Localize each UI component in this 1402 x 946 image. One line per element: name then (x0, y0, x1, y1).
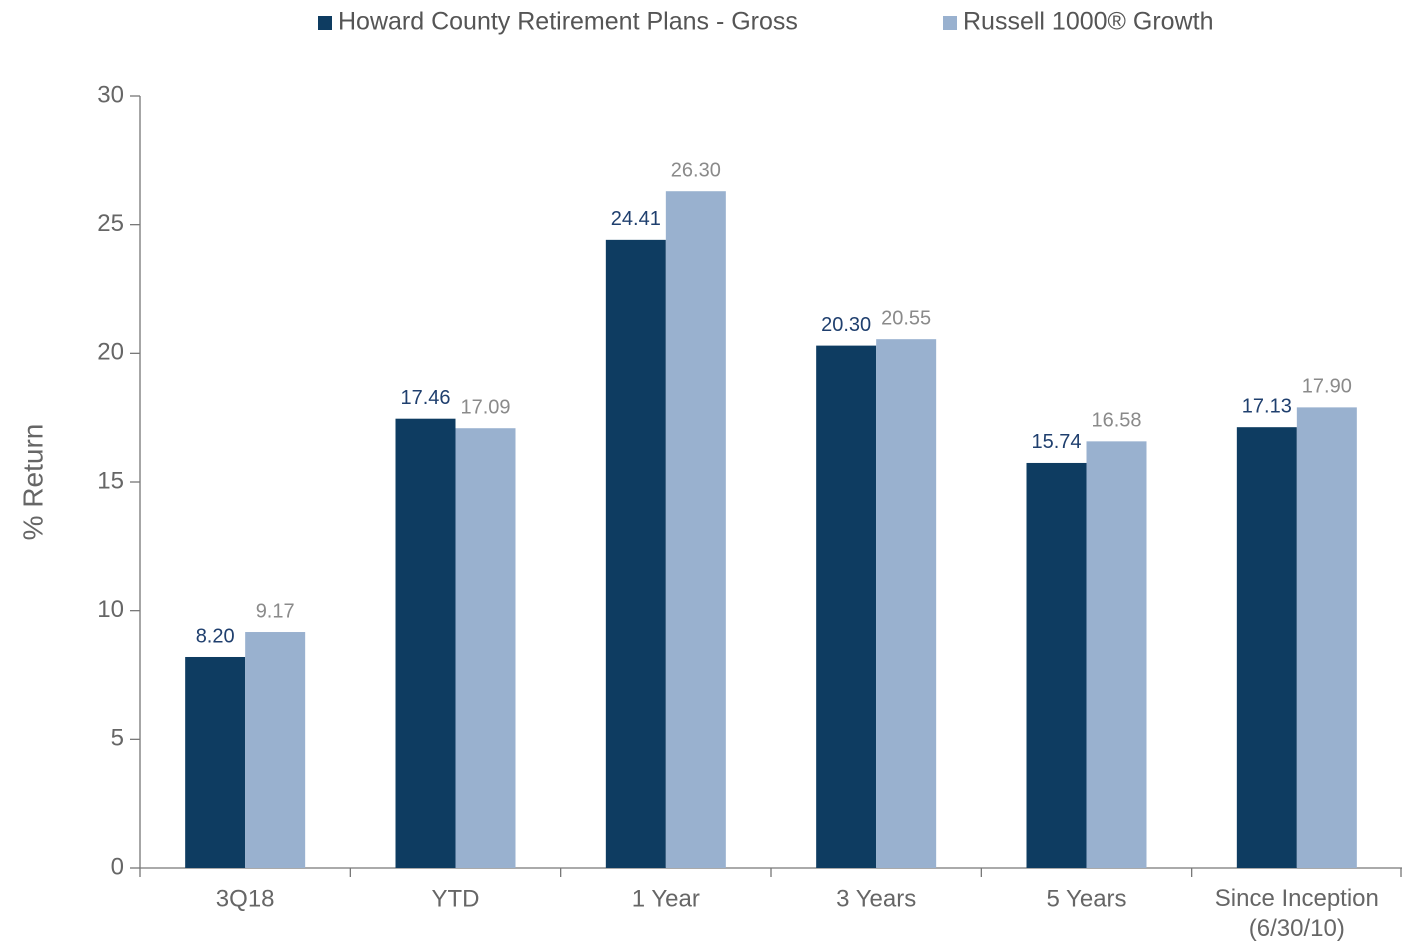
value-label: 20.55 (881, 307, 931, 329)
x-tick-label: 3Q18 (216, 885, 275, 912)
bar (395, 418, 456, 868)
bar (245, 632, 306, 868)
bar (605, 239, 666, 868)
x-tick-label: 5 Years (1046, 885, 1126, 912)
value-label: 9.17 (256, 600, 295, 622)
value-label: 16.58 (1091, 410, 1141, 432)
x-tick-label: 3 Years (836, 885, 916, 912)
y-tick-label: 0 (111, 853, 124, 880)
y-tick-label: 20 (97, 339, 124, 366)
y-tick-label: 15 (97, 467, 124, 494)
value-label: 24.41 (611, 208, 661, 230)
y-tick-label: 5 (111, 725, 124, 752)
y-axis-title: % Return (17, 424, 48, 541)
bar (455, 428, 516, 868)
bar (665, 191, 726, 869)
bar (816, 345, 877, 868)
value-label: 17.90 (1302, 376, 1352, 398)
bar (1236, 427, 1297, 868)
bar (1026, 462, 1087, 868)
bar (876, 339, 937, 868)
y-tick-label: 10 (97, 596, 124, 623)
value-label: 26.30 (671, 159, 721, 181)
value-label: 17.09 (460, 396, 510, 418)
y-tick-label: 30 (97, 81, 124, 108)
value-label: 17.13 (1242, 395, 1292, 417)
legend-swatch (318, 16, 332, 30)
value-label: 17.46 (400, 387, 450, 409)
y-tick-label: 25 (97, 210, 124, 237)
value-label: 20.30 (821, 314, 871, 336)
bar (1296, 407, 1357, 868)
bar (185, 656, 246, 868)
x-tick-label: 1 Year (632, 885, 700, 912)
bar (1086, 441, 1147, 868)
value-label: 8.20 (196, 625, 235, 647)
legend-swatch (943, 16, 957, 30)
legend-label: Russell 1000® Growth (963, 8, 1213, 36)
x-tick-label: YTD (432, 885, 480, 912)
value-label: 15.74 (1031, 431, 1081, 453)
x-tick-label: Since Inception (6/30/10) (1215, 885, 1379, 942)
legend-label: Howard County Retirement Plans - Gross (338, 8, 798, 36)
